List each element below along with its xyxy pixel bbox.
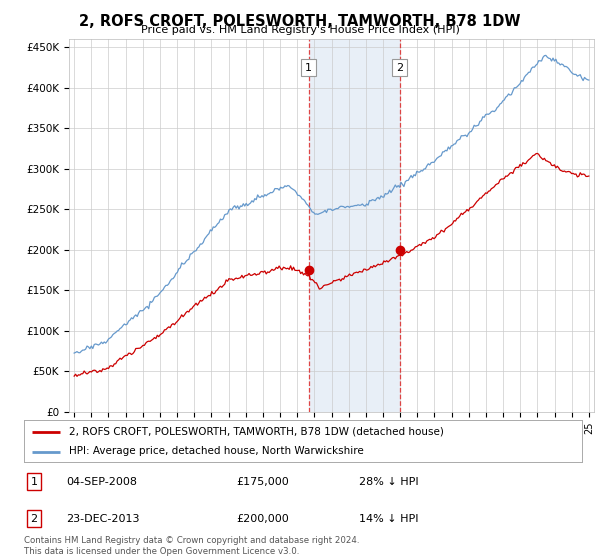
Text: 1: 1 (31, 477, 38, 487)
Text: 2, ROFS CROFT, POLESWORTH, TAMWORTH, B78 1DW: 2, ROFS CROFT, POLESWORTH, TAMWORTH, B78… (79, 14, 521, 29)
Text: Contains HM Land Registry data © Crown copyright and database right 2024.
This d: Contains HM Land Registry data © Crown c… (24, 536, 359, 556)
Bar (308, 39, 400, 412)
Text: 2: 2 (396, 63, 403, 73)
Text: 23-DEC-2013: 23-DEC-2013 (66, 514, 139, 524)
Text: 14% ↓ HPI: 14% ↓ HPI (359, 514, 418, 524)
Text: £175,000: £175,000 (236, 477, 289, 487)
Text: 04-SEP-2008: 04-SEP-2008 (66, 477, 137, 487)
Text: 2: 2 (31, 514, 38, 524)
Text: Price paid vs. HM Land Registry's House Price Index (HPI): Price paid vs. HM Land Registry's House … (140, 25, 460, 35)
Text: £200,000: £200,000 (236, 514, 289, 524)
Text: 1: 1 (305, 63, 312, 73)
Text: 28% ↓ HPI: 28% ↓ HPI (359, 477, 418, 487)
Text: HPI: Average price, detached house, North Warwickshire: HPI: Average price, detached house, Nort… (68, 446, 364, 456)
Text: 2, ROFS CROFT, POLESWORTH, TAMWORTH, B78 1DW (detached house): 2, ROFS CROFT, POLESWORTH, TAMWORTH, B78… (68, 427, 443, 437)
